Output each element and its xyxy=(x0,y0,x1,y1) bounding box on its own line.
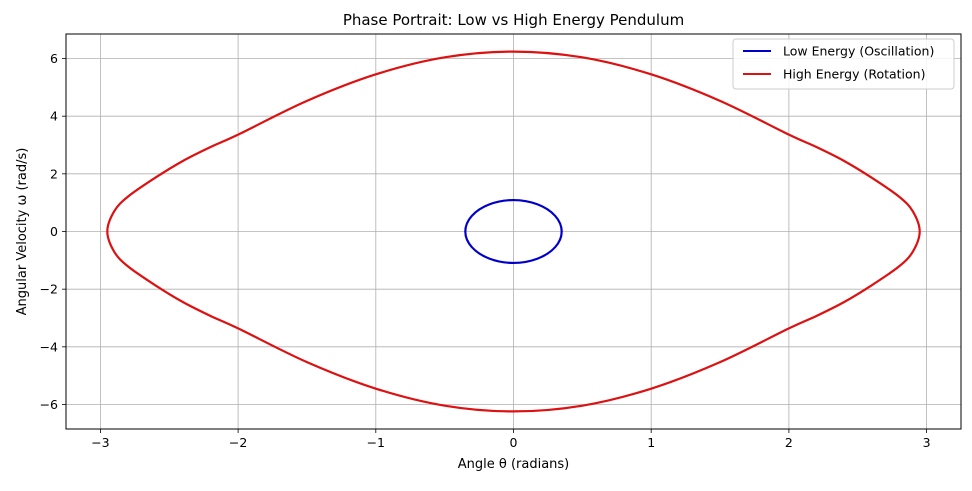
y-axis-label: Angular Velocity ω (rad/s) xyxy=(15,148,30,316)
x-tick-label: 2 xyxy=(785,435,793,450)
x-tick-label: 0 xyxy=(510,435,518,450)
chart-title: Phase Portrait: Low vs High Energy Pendu… xyxy=(343,11,684,29)
x-tick-label: 3 xyxy=(923,435,931,450)
series-line-1 xyxy=(106,50,921,413)
x-tick-label: −3 xyxy=(91,435,109,450)
axis-ticks: −3 −2 −1 0 1 2 3 −6 −4 −2 0 2 4 6 xyxy=(40,51,931,450)
y-tick-label: −4 xyxy=(40,339,58,354)
y-tick-label: 4 xyxy=(50,109,58,124)
grid-lines xyxy=(66,34,961,429)
series-line-0 xyxy=(464,198,563,265)
x-tick-label: −2 xyxy=(229,435,247,450)
legend-label-high-energy: High Energy (Rotation) xyxy=(783,67,925,82)
series-layer xyxy=(106,50,921,413)
y-tick-label: −2 xyxy=(40,282,58,297)
legend-label-low-energy: Low Energy (Oscillation) xyxy=(783,44,934,59)
y-tick-label: 2 xyxy=(50,166,58,181)
x-tick-label: −1 xyxy=(367,435,385,450)
y-tick-label: 0 xyxy=(50,224,58,239)
legend: Low Energy (Oscillation) High Energy (Ro… xyxy=(732,38,955,90)
legend-box xyxy=(732,38,955,90)
y-tick-label: 6 xyxy=(50,51,58,66)
x-axis-label: Angle θ (radians) xyxy=(458,457,570,472)
y-tick-label: −6 xyxy=(40,397,58,412)
x-tick-label: 1 xyxy=(647,435,655,450)
